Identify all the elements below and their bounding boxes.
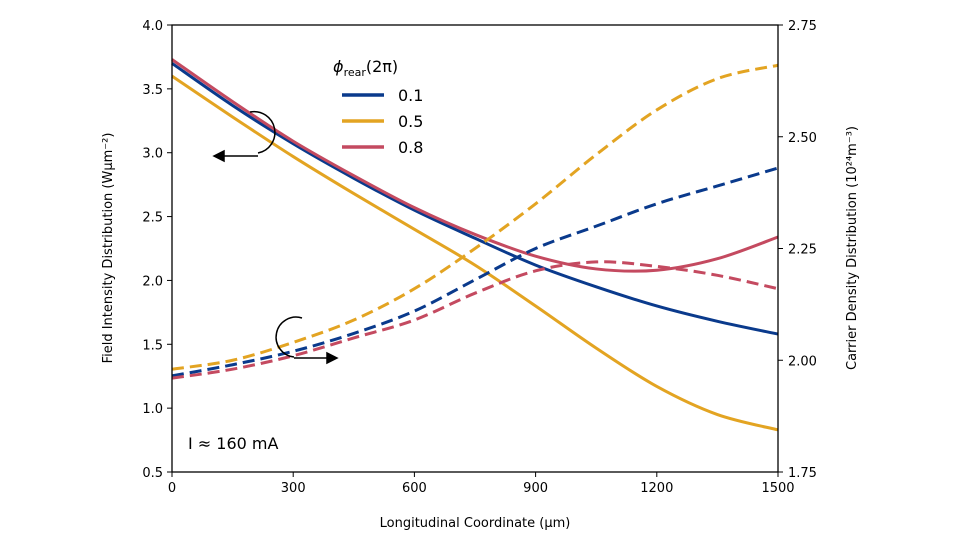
series-line-0-8-solid	[171, 58, 779, 273]
y-ticks-right: 1.75 2.00 2.25 2.50 2.75	[778, 19, 817, 481]
y-tick-label: 3.5	[142, 83, 163, 98]
legend-label: 0.8	[398, 138, 423, 157]
y-tick-label: 1.0	[142, 402, 163, 417]
x-ticks: 0 300 600 900 1200 1500	[168, 472, 795, 496]
series-line-0-5-solid	[171, 74, 779, 432]
legend: ϕrear(2π) 0.1 0.5 0.8	[333, 57, 423, 157]
legend-label: 0.1	[398, 86, 423, 105]
y-right-tick-label: 2.75	[788, 19, 817, 34]
x-tick-label: 600	[402, 481, 427, 496]
current-annotation: I ≈ 160 mA	[188, 434, 279, 453]
legend-title: ϕrear(2π)	[333, 57, 398, 79]
series-line-0-5-dashed	[171, 63, 779, 371]
legend-label: 0.5	[398, 112, 423, 131]
x-axis-label: Longitudinal Coordinate (μm)	[380, 516, 571, 531]
right-axis-indicator-arrow	[275, 316, 339, 365]
y-axis-label-left: Field Intensity Distribution (Wμm⁻²)	[101, 133, 116, 364]
series-line-0-1-dashed	[171, 166, 779, 378]
x-tick-label: 0	[168, 481, 176, 496]
y-ticks-left: 0.5 1.0 1.5 2.0 2.5 3.0 3.5 4.0	[142, 19, 172, 481]
plot-area	[171, 58, 779, 432]
y-tick-label: 2.5	[142, 211, 163, 226]
x-tick-label: 1200	[640, 481, 673, 496]
y-tick-label: 1.5	[142, 338, 163, 353]
y-right-tick-label: 2.25	[788, 243, 817, 258]
x-tick-label: 1500	[761, 481, 794, 496]
y-tick-label: 4.0	[142, 19, 163, 34]
series-line-0-1-solid	[171, 62, 779, 336]
x-tick-label: 300	[281, 481, 306, 496]
y-tick-label: 2.0	[142, 274, 163, 289]
y-axis-label-right: Carrier Density Distribution (10²⁴m⁻³)	[845, 126, 860, 370]
x-tick-label: 900	[523, 481, 548, 496]
y-right-tick-label: 1.75	[788, 466, 817, 481]
y-tick-label: 0.5	[142, 466, 163, 481]
left-axis-indicator-arrow	[212, 110, 276, 163]
y-right-tick-label: 2.00	[788, 354, 817, 369]
series-line-0-8-dashed	[171, 260, 779, 380]
y-tick-label: 3.0	[142, 147, 163, 162]
y-right-tick-label: 2.50	[788, 131, 817, 146]
